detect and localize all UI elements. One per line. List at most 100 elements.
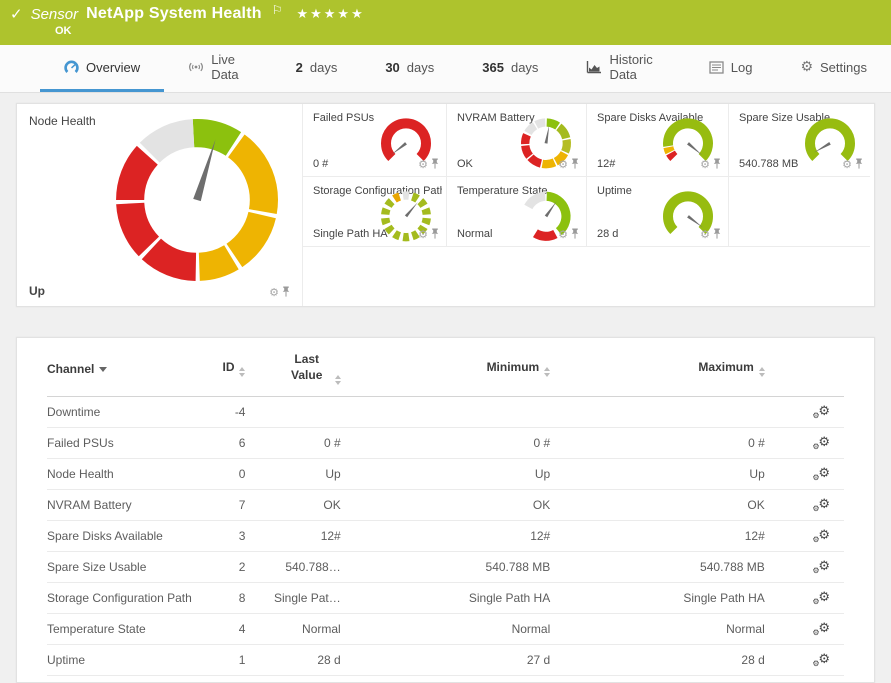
channel-table-panel: Channel ID Last Value Minimum Maximum bbox=[16, 337, 875, 683]
table-header-row: Channel ID Last Value Minimum Maximum bbox=[47, 338, 844, 397]
tab-overview[interactable]: Overview bbox=[40, 45, 165, 92]
main-content: Node Health Up ⚙ Failed PSUs 0 # ⚙ bbox=[0, 93, 891, 683]
pin-icon[interactable] bbox=[431, 158, 439, 170]
table-row: Temperature State 4 Normal Normal Normal… bbox=[47, 613, 844, 645]
gauge-value: 540.788 MB bbox=[739, 158, 799, 170]
minimum-value bbox=[344, 396, 555, 428]
last-value: Normal bbox=[249, 613, 345, 645]
pin-icon[interactable] bbox=[431, 228, 439, 240]
gauge-value: Normal bbox=[457, 228, 493, 240]
last-value bbox=[249, 396, 345, 428]
pin-icon[interactable] bbox=[713, 228, 721, 240]
column-label: Channel bbox=[47, 361, 95, 376]
gauge-chart bbox=[663, 118, 713, 162]
maximum-value: Up bbox=[554, 458, 769, 490]
pin-icon[interactable] bbox=[713, 158, 721, 170]
last-value: Up bbox=[249, 458, 345, 490]
channel-id: 0 bbox=[207, 458, 250, 490]
table-row: Storage Configuration Path 8 Single Pat…… bbox=[47, 582, 844, 614]
gear-icon[interactable]: ⚙ bbox=[418, 228, 428, 241]
gauge-chart bbox=[381, 191, 431, 242]
channel-settings-icon[interactable]: ⚙ ⚙ bbox=[812, 466, 830, 482]
tab-2-days[interactable]: 2 days bbox=[272, 45, 362, 92]
gauge-tile-failed-psus: Failed PSUs 0 # ⚙ bbox=[303, 104, 447, 177]
channel-id: 1 bbox=[207, 644, 250, 676]
gauge-value: 0 # bbox=[313, 158, 329, 170]
channel-name: Uptime bbox=[47, 644, 208, 676]
channel-id: 2 bbox=[207, 551, 250, 583]
minimum-value: Normal bbox=[344, 613, 555, 645]
gauge-chart bbox=[521, 118, 571, 169]
gear-icon[interactable]: ⚙ bbox=[269, 286, 279, 299]
tab-log[interactable]: Log bbox=[685, 45, 777, 92]
pin-icon[interactable] bbox=[282, 286, 290, 298]
column-header-channel[interactable]: Channel bbox=[47, 338, 208, 397]
channel-name: Spare Size Usable bbox=[47, 551, 208, 583]
column-header-id[interactable]: ID bbox=[207, 338, 250, 397]
channel-settings-icon[interactable]: ⚙ ⚙ bbox=[812, 528, 830, 544]
gauge-icon bbox=[64, 60, 79, 75]
minimum-value: OK bbox=[344, 489, 555, 521]
gear-icon[interactable]: ⚙ bbox=[558, 158, 568, 171]
channel-settings-icon[interactable]: ⚙ ⚙ bbox=[812, 590, 830, 606]
channel-settings-icon[interactable]: ⚙ ⚙ bbox=[812, 559, 830, 575]
maximum-value: 28 d bbox=[554, 644, 769, 676]
table-row: Uptime 1 28 d 27 d 28 d ⚙ ⚙ bbox=[47, 644, 844, 676]
channel-settings-icon[interactable]: ⚙ ⚙ bbox=[812, 652, 830, 668]
chart-icon bbox=[586, 60, 602, 74]
tab-label: Historic Data bbox=[609, 52, 653, 82]
gauges-panel: Node Health Up ⚙ Failed PSUs 0 # ⚙ bbox=[16, 103, 875, 307]
last-value: 540.788… bbox=[249, 551, 345, 583]
column-label: ID bbox=[222, 360, 235, 375]
gauge-value: 12# bbox=[597, 158, 616, 170]
column-header-maximum[interactable]: Maximum bbox=[554, 338, 769, 397]
flag-icon: ⚐ bbox=[271, 3, 283, 17]
channel-id: 4 bbox=[207, 613, 250, 645]
gauge-title: Temperature State bbox=[457, 185, 548, 197]
pin-icon[interactable] bbox=[571, 158, 579, 170]
channel-id: 6 bbox=[207, 427, 250, 459]
column-label: Minimum bbox=[486, 360, 540, 375]
gauge-tile-spare-size-usable: Spare Size Usable 540.788 MB ⚙ bbox=[729, 104, 870, 177]
channel-settings-icon[interactable]: ⚙ ⚙ bbox=[812, 497, 830, 513]
last-value: 0 # bbox=[249, 427, 345, 459]
gauge-tile-temperature-state: Temperature State Normal ⚙ bbox=[447, 177, 587, 247]
gear-icon[interactable]: ⚙ bbox=[700, 228, 710, 241]
priority-stars[interactable]: ★★★★★ bbox=[296, 6, 365, 22]
tab-label: Settings bbox=[820, 59, 867, 75]
tab-bar: Overview Live Data 2 days 30 days 365 days Histo… bbox=[0, 45, 891, 93]
gauge-tiles-grid: Failed PSUs 0 # ⚙ NVRAM Battery OK ⚙ Spa… bbox=[303, 104, 874, 247]
table-row: Node Health 0 Up Up Up ⚙ ⚙ bbox=[47, 458, 844, 490]
channel-id: 8 bbox=[207, 582, 250, 614]
sort-icon bbox=[544, 367, 551, 378]
gear-icon[interactable]: ⚙ bbox=[700, 158, 710, 171]
channel-name: Spare Disks Available bbox=[47, 520, 208, 552]
pin-icon[interactable] bbox=[855, 158, 863, 170]
tab-live-data[interactable]: Live Data bbox=[164, 45, 271, 92]
pin-icon[interactable] bbox=[571, 228, 579, 240]
tab-historic-data[interactable]: Historic Data bbox=[562, 45, 684, 92]
maximum-value: 540.788 MB bbox=[554, 551, 769, 583]
tab-settings[interactable]: ⚙ Settings bbox=[776, 45, 891, 92]
channel-settings-icon[interactable]: ⚙ ⚙ bbox=[812, 621, 830, 637]
channel-id: 7 bbox=[207, 489, 250, 521]
tab-365-days[interactable]: 365 days bbox=[458, 45, 562, 92]
channel-settings-icon[interactable]: ⚙ ⚙ bbox=[812, 404, 830, 420]
channel-settings-icon[interactable]: ⚙ ⚙ bbox=[812, 435, 830, 451]
table-row: Spare Size Usable 2 540.788… 540.788 MB … bbox=[47, 551, 844, 583]
gear-icon[interactable]: ⚙ bbox=[418, 158, 428, 171]
gear-icon[interactable]: ⚙ bbox=[558, 228, 568, 241]
tab-30-days[interactable]: 30 days bbox=[361, 45, 458, 92]
tab-label: Live Data bbox=[211, 52, 239, 82]
gauge-title: Uptime bbox=[597, 185, 632, 197]
channel-name: Temperature State bbox=[47, 613, 208, 645]
gear-icon[interactable]: ⚙ bbox=[842, 158, 852, 171]
node-health-tile: Node Health Up ⚙ bbox=[17, 104, 303, 306]
last-value: 28 d bbox=[249, 644, 345, 676]
sort-icon bbox=[334, 375, 341, 386]
channel-id: 3 bbox=[207, 520, 250, 552]
table-row: Downtime -4 ⚙ ⚙ bbox=[47, 396, 844, 428]
column-header-last-value[interactable]: Last Value bbox=[249, 338, 345, 397]
last-value: Single Pat… bbox=[249, 582, 345, 614]
column-header-minimum[interactable]: Minimum bbox=[344, 338, 555, 397]
